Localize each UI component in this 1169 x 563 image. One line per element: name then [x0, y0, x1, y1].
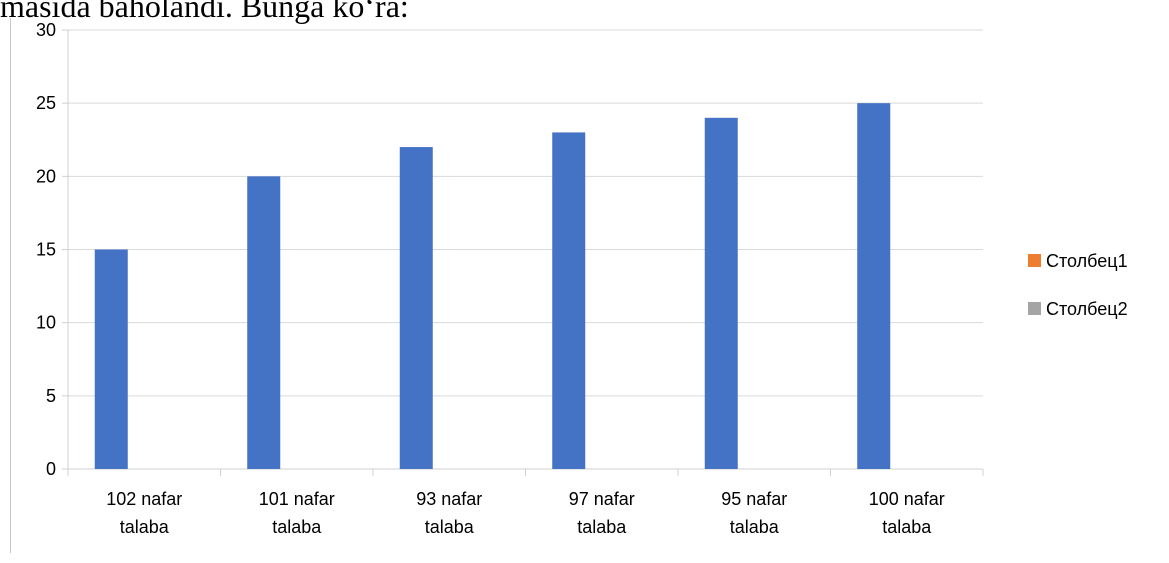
y-tick-label-0: 0 — [46, 459, 56, 479]
x-tick-label-line: talaba — [730, 517, 780, 537]
legend-swatch-2 — [1028, 302, 1041, 315]
y-tick-label-30: 30 — [36, 20, 56, 40]
x-axis-labels: 102 nafar talaba 101 nafar talaba 93 nafar ta… — [106, 489, 945, 537]
x-tick-label-line: 101 nafar — [259, 489, 335, 509]
legend-label-2: Столбец2 — [1046, 299, 1128, 319]
x-tick-label-1: 101 nafar talaba — [259, 489, 335, 537]
y-tick-label-5: 5 — [46, 386, 56, 406]
bar-0-5 — [857, 103, 891, 470]
x-tick-label-line: talaba — [272, 517, 322, 537]
legend-swatch-1 — [1028, 254, 1041, 267]
x-tick-label-line: 100 nafar — [869, 489, 945, 509]
x-tick-label-0: 102 nafar talaba — [106, 489, 182, 537]
x-tick-label-line: 97 nafar — [569, 489, 635, 509]
bars — [94, 103, 891, 470]
x-tick-label-line: talaba — [577, 517, 627, 537]
y-axis-ticks: 0 5 10 15 20 25 30 — [36, 20, 56, 479]
bar-0-3 — [552, 132, 586, 469]
x-tick-label-4: 95 nafar talaba — [721, 489, 787, 537]
bar-0-4 — [704, 117, 738, 470]
legend-label-1: Столбец1 — [1046, 251, 1128, 271]
y-tick-label-10: 10 — [36, 313, 56, 333]
x-tick-label-5: 100 nafar talaba — [869, 489, 945, 537]
y-tick-label-15: 15 — [36, 240, 56, 260]
x-tick-label-line: 95 nafar — [721, 489, 787, 509]
page-margin-line — [10, 18, 11, 553]
bar-0-1 — [247, 176, 281, 470]
legend: Столбец1 Столбец2 — [1028, 251, 1128, 319]
y-tick-label-25: 25 — [36, 93, 56, 113]
x-tick-label-2: 93 nafar talaba — [416, 489, 482, 537]
x-tick-label-line: talaba — [882, 517, 932, 537]
header-text: masida baholandi. Bunga ko‘ra: — [0, 0, 409, 24]
x-tick-label-line: 93 nafar — [416, 489, 482, 509]
bar-0-2 — [399, 147, 433, 470]
bar-0-0 — [94, 249, 128, 469]
y-tick-label-20: 20 — [36, 166, 56, 186]
x-tick-label-3: 97 nafar talaba — [569, 489, 635, 537]
x-tick-label-line: talaba — [120, 517, 170, 537]
axes — [62, 29, 984, 476]
x-tick-label-line: 102 nafar — [106, 489, 182, 509]
gridlines — [68, 29, 983, 397]
x-tick-label-line: talaba — [425, 517, 475, 537]
